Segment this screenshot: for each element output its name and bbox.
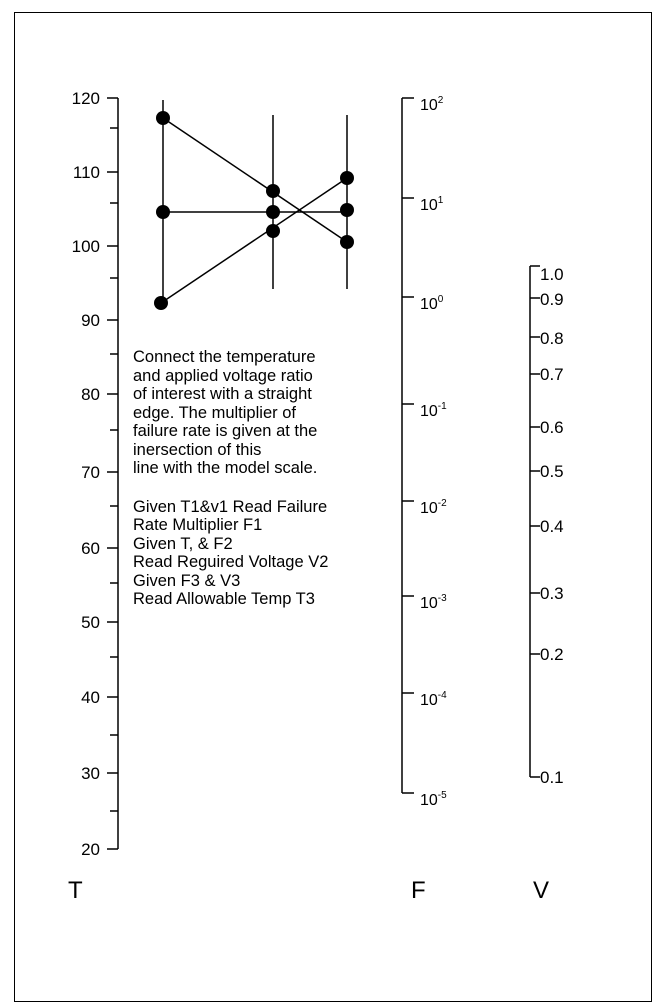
temperature-tick-label: 20 <box>81 840 100 859</box>
failure-scale-letter: F <box>411 877 426 904</box>
example-diagram <box>160 100 348 304</box>
example-line-3 <box>160 177 348 304</box>
scale-letters: T F V <box>68 877 549 904</box>
example-line: Given T, & F2 <box>133 534 233 553</box>
failure-tick-label: 10-5 <box>420 790 447 809</box>
temperature-tick-label: 110 <box>73 163 100 182</box>
failure-scale <box>401 97 414 794</box>
example-line-1 <box>162 117 348 243</box>
example-point <box>266 184 280 198</box>
voltage-tick-label: 0.4 <box>540 517 564 536</box>
voltage-scale-letter: V <box>533 877 549 904</box>
instruction-line: inersection of this <box>133 440 262 459</box>
voltage-tick-label: 0.5 <box>540 462 564 481</box>
example-line: Given F3 & V3 <box>133 571 241 590</box>
example-point <box>340 203 354 217</box>
temperature-scale-letter: T <box>68 877 83 904</box>
failure-tick-label: 101 <box>420 195 444 214</box>
failure-tick-label: 10-3 <box>420 593 447 612</box>
failure-tick-label: 100 <box>420 294 444 313</box>
example-line: Read Reguired Voltage V2 <box>133 553 329 571</box>
example-point <box>154 296 168 310</box>
voltage-tick-label: 1.0 <box>540 265 564 284</box>
voltage-tick-label: 0.8 <box>540 329 564 348</box>
instruction-line: failure rate is given at the <box>133 422 318 440</box>
failure-tick-label: 102 <box>420 95 444 114</box>
example-point <box>266 224 280 238</box>
voltage-tick-label: 0.9 <box>540 290 564 309</box>
temperature-tick-label: 40 <box>81 688 100 707</box>
temperature-tick-label: 80 <box>81 385 100 404</box>
voltage-tick-label: 0.2 <box>540 645 564 664</box>
example-line: Given T1&v1 Read Failure <box>133 497 328 516</box>
voltage-tick-label: 0.7 <box>540 365 564 384</box>
failure-tick-labels: 102 101 100 10-1 10-2 10-3 10-4 10-5 <box>420 95 447 809</box>
page-frame <box>14 12 652 1002</box>
instruction-line: of interest with a straight <box>133 385 312 403</box>
temperature-tick-labels: 120 110 100 90 80 70 60 50 40 30 20 <box>72 89 100 859</box>
failure-tick-label: 10-1 <box>420 401 447 420</box>
voltage-tick-label: 0.1 <box>540 768 564 787</box>
voltage-scale <box>529 265 540 778</box>
voltage-tick-labels: 1.0 0.9 0.8 0.7 0.6 0.5 0.4 0.3 0.2 0.1 <box>540 265 564 787</box>
temperature-tick-label: 30 <box>81 764 100 783</box>
instruction-line: Connect the temperature <box>133 348 316 366</box>
example-point <box>266 205 280 219</box>
temperature-tick-label: 100 <box>72 237 100 256</box>
temperature-tick-label: 120 <box>72 89 100 108</box>
instruction-line: edge. The multiplier of <box>133 403 296 422</box>
temperature-tick-label: 70 <box>81 463 100 482</box>
instruction-line: line with the model scale. <box>133 459 318 477</box>
voltage-tick-label: 0.3 <box>540 584 564 603</box>
spacer <box>133 478 403 498</box>
example-point <box>156 111 170 125</box>
example-point <box>340 235 354 249</box>
example-point <box>156 205 170 219</box>
voltage-tick-label: 0.6 <box>540 418 564 437</box>
failure-tick-label: 10-2 <box>420 498 447 517</box>
temperature-tick-label: 90 <box>81 311 100 330</box>
example-points <box>154 111 354 310</box>
temperature-scale <box>107 97 119 850</box>
example-point <box>340 171 354 185</box>
failure-tick-label: 10-4 <box>420 690 447 709</box>
example-line: Read Allowable Temp T3 <box>133 590 315 608</box>
example-line: Rate Multiplier F1 <box>133 516 263 534</box>
temperature-tick-label: 50 <box>81 613 100 632</box>
instruction-text: Connect the temperature and applied volt… <box>133 348 403 609</box>
instruction-line: and applied voltage ratio <box>133 366 313 385</box>
temperature-tick-label: 60 <box>81 539 100 558</box>
